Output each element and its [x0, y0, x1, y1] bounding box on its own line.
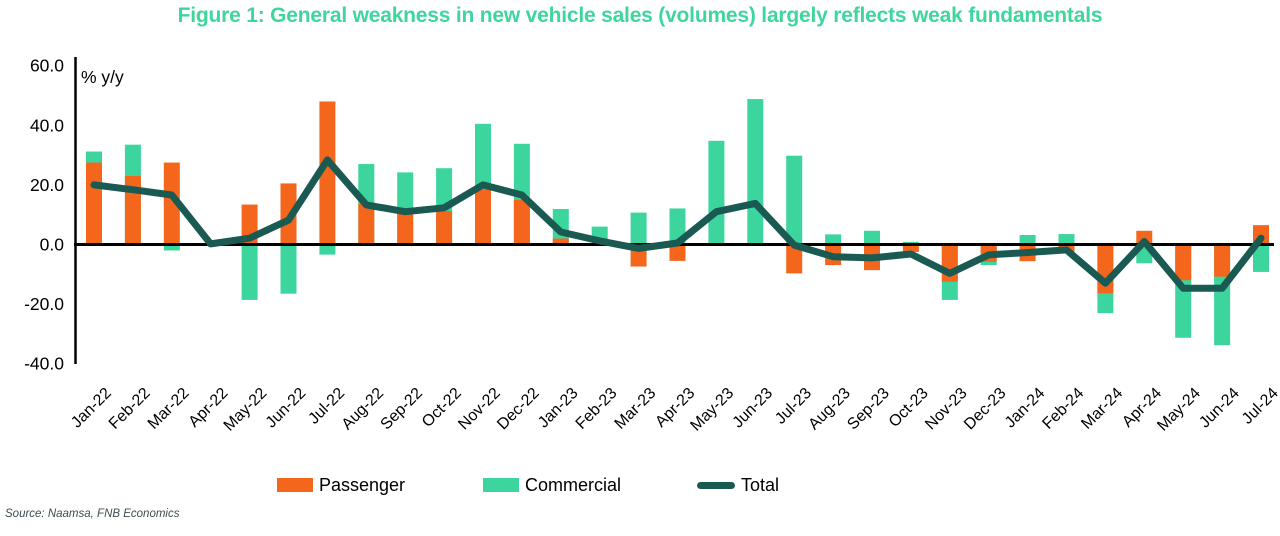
commercial-bar: [864, 230, 880, 245]
x-tick-label: May-23: [687, 385, 737, 435]
total-line-swatch-icon: [697, 481, 735, 489]
chart-legend: Passenger Commercial Total: [0, 474, 1280, 496]
passenger-bar: [436, 211, 453, 245]
x-tick-label: Mar-24: [1078, 385, 1126, 433]
x-tick-label: Sep-23: [844, 385, 893, 434]
passenger-bar: [1175, 244, 1192, 281]
y-axis-unit-label: % y/y: [81, 67, 124, 87]
y-tick-label: 0.0: [40, 235, 65, 255]
chart-plot-area: 60.040.020.00.0-20.0-40.0% y/yJan-22Feb-…: [24, 56, 1280, 435]
passenger-bar: [669, 244, 686, 261]
x-tick-label: May-24: [1154, 385, 1204, 435]
commercial-swatch-icon: [483, 478, 519, 492]
x-tick-label: Aug-22: [339, 385, 388, 434]
passenger-bar: [513, 199, 530, 245]
x-tick-label: Jun-23: [730, 385, 777, 432]
x-tick-label: Mar-23: [612, 385, 660, 433]
legend-item-passenger: Passenger: [277, 474, 405, 496]
x-tick-label: Feb-23: [573, 385, 621, 433]
commercial-bar: [280, 244, 297, 294]
passenger-bar: [319, 101, 336, 245]
x-tick-label: Jun-22: [263, 385, 310, 432]
commercial-bar: [1253, 244, 1269, 272]
x-tick-label: Mar-22: [145, 385, 193, 433]
y-tick-label: 40.0: [30, 115, 64, 135]
passenger-bar: [163, 162, 180, 245]
x-tick-label: Sep-22: [378, 385, 427, 434]
x-tick-label: Jul-24: [1239, 385, 1280, 428]
total-line: [90, 156, 1265, 292]
legend-item-commercial: Commercial: [483, 474, 621, 496]
x-tick-label: Jun-24: [1196, 385, 1243, 432]
y-tick-label: -20.0: [24, 294, 64, 314]
passenger-bar: [902, 244, 919, 252]
y-tick-label: 20.0: [30, 175, 64, 195]
x-tick-label: Dec-23: [961, 385, 1010, 434]
commercial-bar: [163, 244, 180, 251]
commercial-bar: [708, 140, 725, 245]
x-tick-label: Aug-23: [805, 385, 854, 434]
commercial-bar: [630, 212, 647, 245]
passenger-bar: [397, 211, 414, 245]
x-tick-label: Jan-23: [535, 385, 582, 432]
y-tick-label: 60.0: [30, 56, 64, 76]
legend-label-passenger: Passenger: [319, 474, 406, 495]
x-tick-label: Feb-24: [1039, 385, 1087, 433]
legend-item-total: Total: [697, 474, 779, 496]
commercial-bar: [1058, 234, 1075, 245]
x-tick-label: Feb-22: [106, 385, 154, 433]
commercial-bar: [825, 234, 842, 245]
x-tick-label: May-22: [221, 385, 271, 435]
commercial-bar: [319, 244, 336, 255]
passenger-bar: [358, 203, 375, 245]
y-tick-label: -40.0: [24, 354, 64, 374]
passenger-bar: [86, 162, 102, 245]
x-tick-label: Dec-22: [494, 385, 543, 434]
passenger-bar: [786, 244, 803, 274]
commercial-bar: [1019, 234, 1036, 245]
chart-title: Figure 1: General weakness in new vehicl…: [177, 4, 1103, 27]
source-note: Source: Naamsa, FNB Economics: [5, 508, 180, 520]
x-tick-label: Jan-24: [1002, 385, 1049, 432]
x-tick-label: Nov-23: [922, 385, 971, 434]
passenger-bar: [552, 238, 569, 245]
x-tick-label: Nov-22: [455, 385, 504, 434]
x-tick-label: Jan-22: [68, 385, 115, 432]
legend-label-total: Total: [741, 474, 780, 495]
commercial-bar: [786, 155, 803, 245]
commercial-bar: [747, 99, 764, 245]
passenger-bar: [475, 189, 491, 245]
passenger-bar: [1214, 244, 1231, 277]
passenger-swatch-icon: [277, 478, 313, 492]
commercial-bar: [241, 244, 258, 300]
legend-label-commercial: Commercial: [525, 474, 622, 495]
